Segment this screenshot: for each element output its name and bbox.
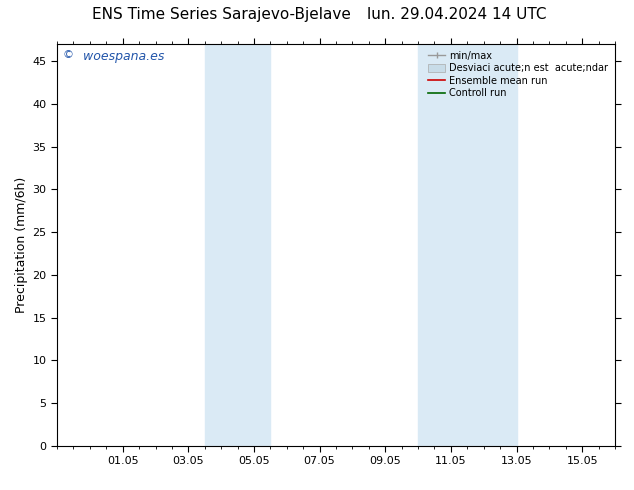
- Legend: min/max, Desviaci acute;n est  acute;ndar, Ensemble mean run, Controll run: min/max, Desviaci acute;n est acute;ndar…: [426, 49, 610, 100]
- Text: ©: ©: [63, 50, 74, 60]
- Text: ENS Time Series Sarajevo-Bjelave: ENS Time Series Sarajevo-Bjelave: [93, 7, 351, 22]
- Text: woespana.es: woespana.es: [79, 50, 165, 63]
- Bar: [205, 44, 270, 446]
- Y-axis label: Precipitation (mm/6h): Precipitation (mm/6h): [15, 177, 29, 313]
- Text: lun. 29.04.2024 14 UTC: lun. 29.04.2024 14 UTC: [366, 7, 547, 22]
- Bar: [418, 44, 517, 446]
